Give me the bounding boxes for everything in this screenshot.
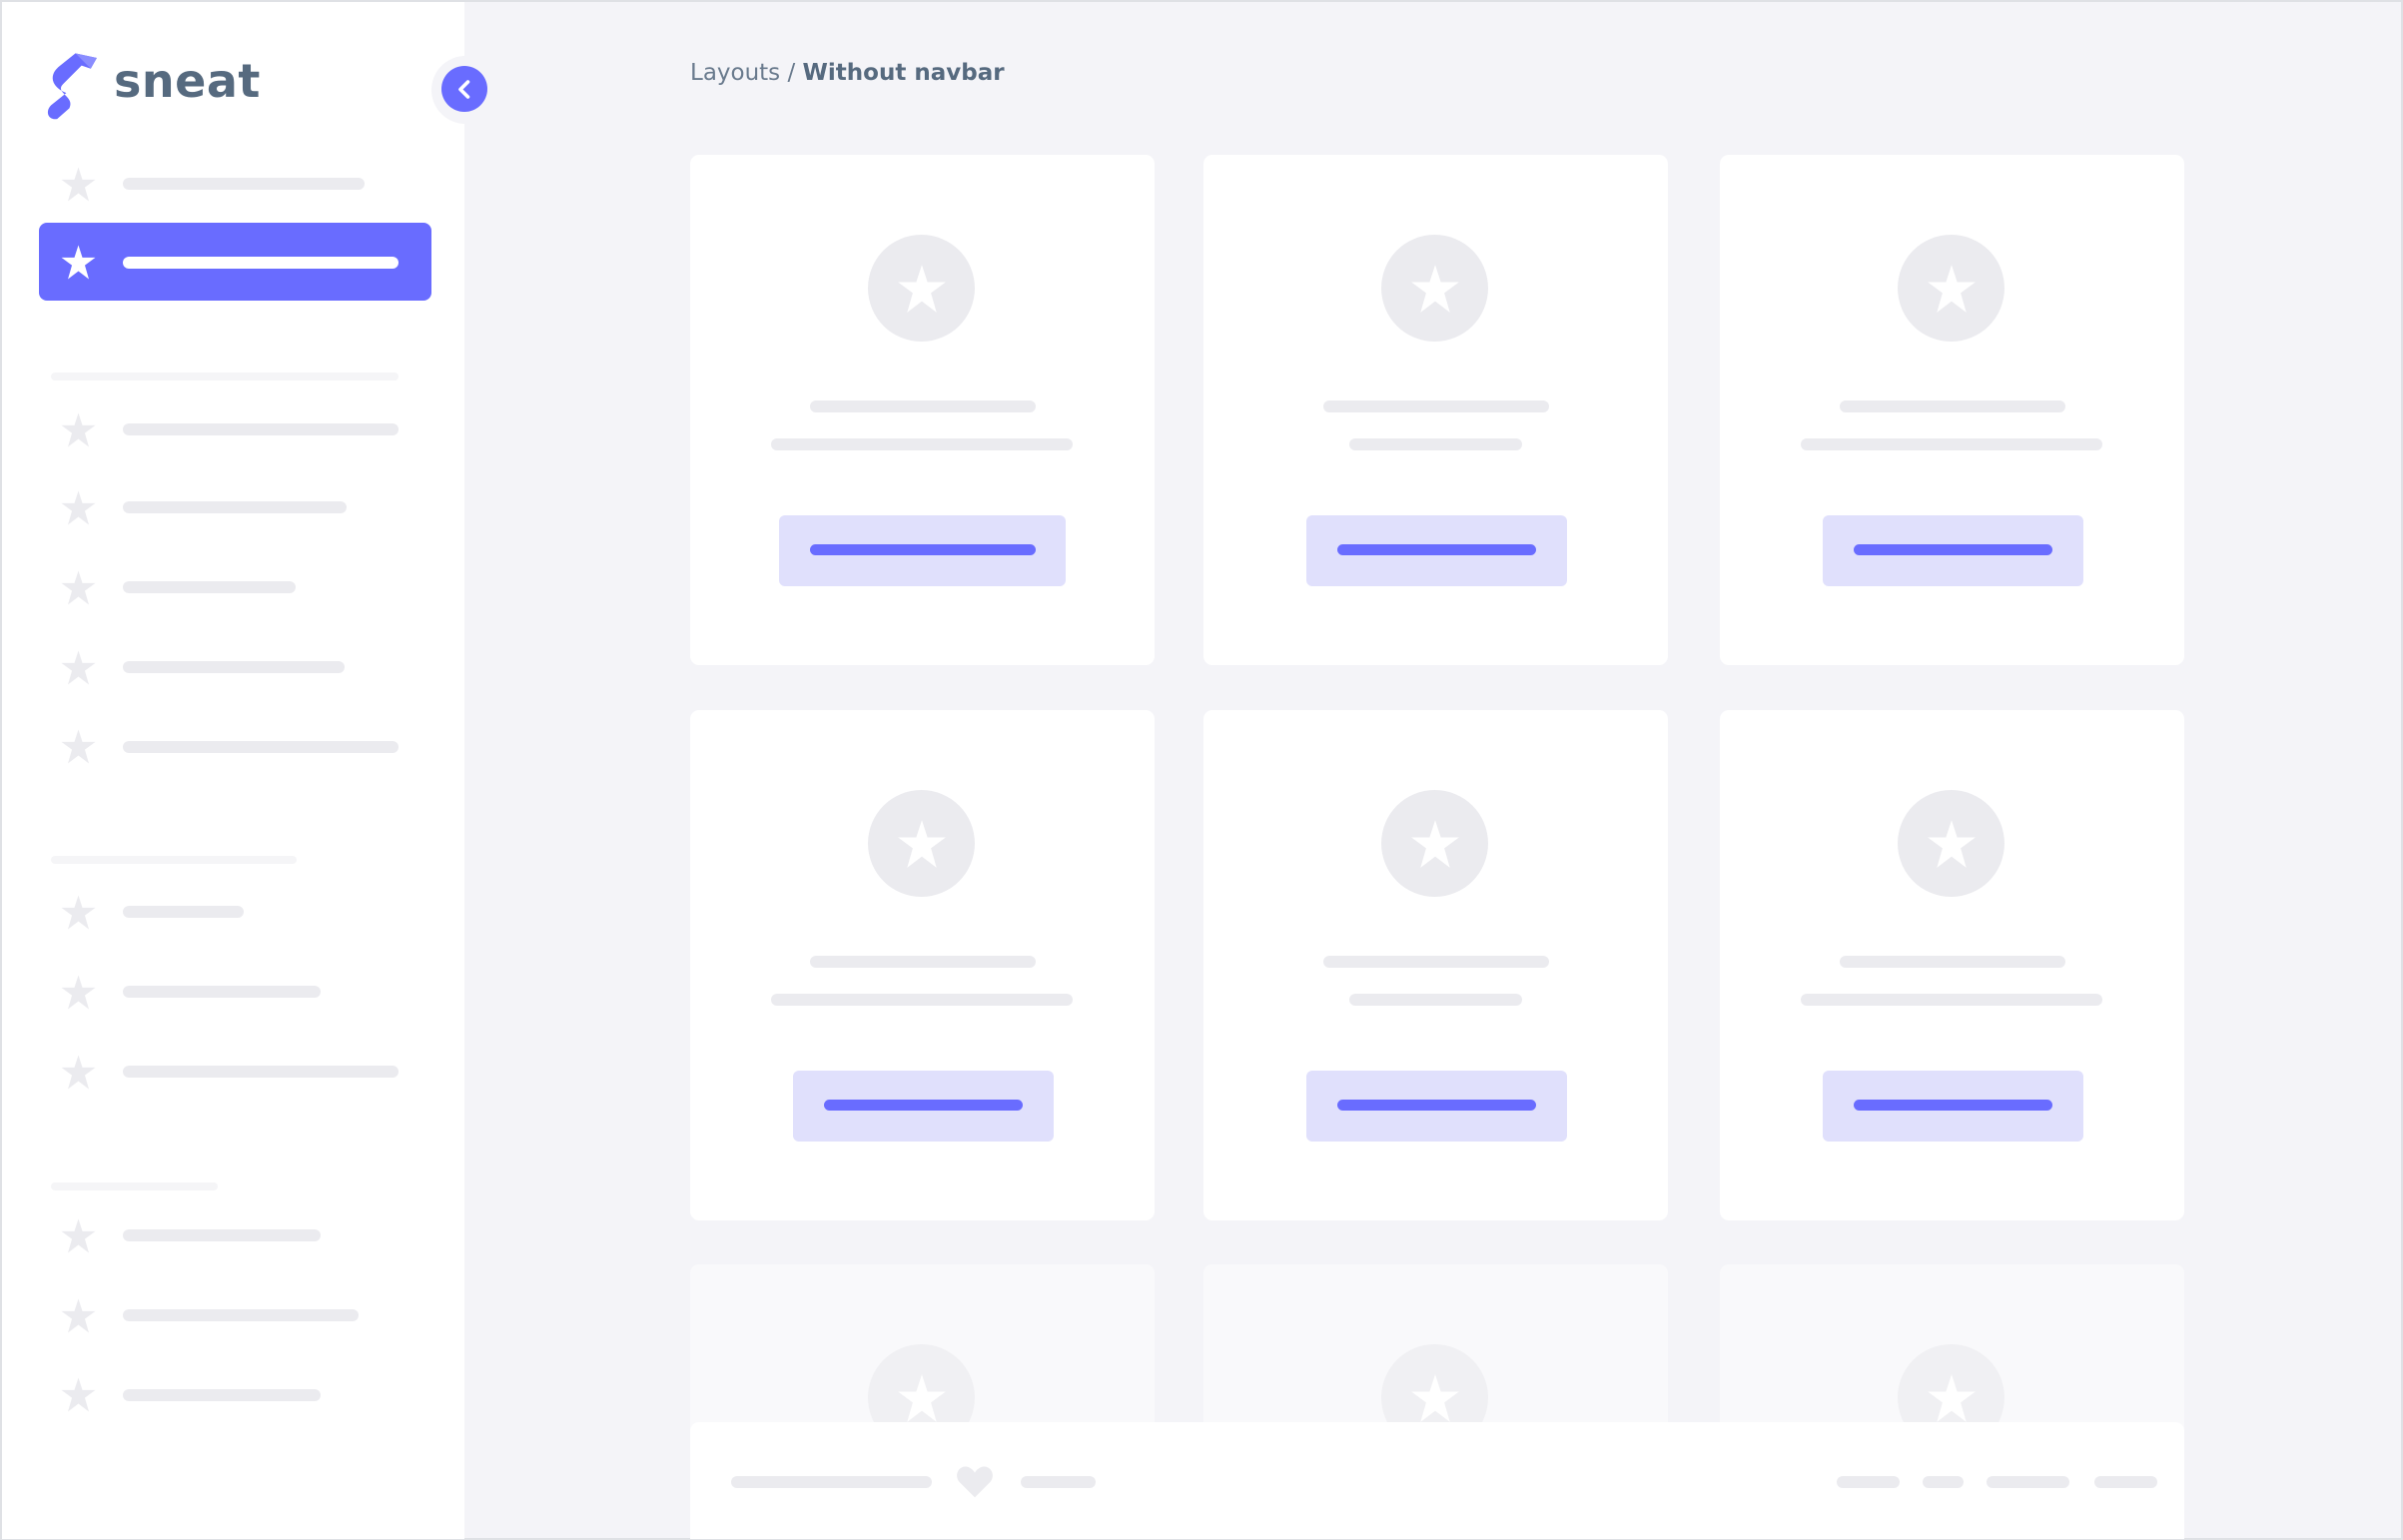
card-avatar	[1898, 790, 2004, 897]
star-icon	[897, 1373, 946, 1422]
star-icon	[1927, 264, 1976, 313]
menu-item-placeholder[interactable]	[123, 581, 296, 593]
card	[1720, 710, 2184, 1220]
star-icon	[897, 819, 946, 868]
heart-icon	[957, 1466, 993, 1498]
star-icon	[897, 264, 946, 313]
menu-item-label-placeholder	[123, 257, 399, 269]
card-avatar	[868, 235, 975, 342]
card	[1203, 155, 1668, 665]
card-title-placeholder	[1840, 400, 2065, 412]
breadcrumb-separator: /	[787, 60, 796, 86]
breadcrumb-current: Without navbar	[802, 60, 1005, 86]
menu-item-placeholder[interactable]	[123, 906, 244, 918]
star-icon	[61, 1218, 96, 1253]
star-icon	[1410, 264, 1459, 313]
card-text-placeholder	[771, 994, 1073, 1006]
card-text-placeholder	[1349, 438, 1522, 450]
brand-name: sneat	[114, 54, 261, 108]
breadcrumb-parent[interactable]: Layouts	[690, 60, 781, 86]
menu-item-placeholder[interactable]	[123, 1066, 399, 1078]
star-icon	[1927, 819, 1976, 868]
card-button-label-placeholder	[1337, 544, 1536, 555]
card-button[interactable]	[1823, 515, 2083, 586]
chevron-left-icon	[457, 79, 469, 99]
card	[690, 710, 1155, 1220]
card-avatar	[1898, 235, 2004, 342]
section-header-placeholder	[51, 1182, 218, 1190]
card-title-placeholder	[1323, 956, 1549, 968]
card	[1720, 155, 2184, 665]
card-avatar	[1381, 235, 1488, 342]
card-text-placeholder	[1801, 994, 2102, 1006]
card-avatar	[1381, 790, 1488, 897]
star-icon	[61, 1055, 96, 1090]
menu-item-placeholder[interactable]	[123, 986, 321, 998]
card-button-label-placeholder	[810, 544, 1036, 555]
card	[1203, 710, 1668, 1220]
menu-item-placeholder[interactable]	[123, 1229, 321, 1241]
star-icon	[1410, 819, 1459, 868]
star-icon	[61, 1298, 96, 1333]
star-icon	[61, 412, 96, 447]
star-icon	[61, 167, 96, 202]
menu-item-placeholder[interactable]	[123, 1309, 359, 1321]
star-icon	[61, 1377, 96, 1412]
card-text-placeholder	[1801, 438, 2102, 450]
footer-link-placeholder[interactable]	[1987, 1476, 2069, 1488]
star-icon	[61, 650, 96, 685]
section-header-placeholder	[51, 856, 297, 864]
card-button-label-placeholder	[824, 1100, 1023, 1111]
sidebar: sneat	[2, 2, 464, 1539]
star-icon	[1927, 1373, 1976, 1422]
star-icon	[61, 975, 96, 1010]
card-text-placeholder	[771, 438, 1073, 450]
section-header-placeholder	[51, 373, 399, 381]
menu-item-placeholder[interactable]	[123, 1389, 321, 1401]
footer-text-placeholder	[731, 1476, 932, 1488]
star-icon	[61, 895, 96, 930]
card-button-label-placeholder	[1854, 1100, 2052, 1111]
card-title-placeholder	[810, 956, 1036, 968]
card-title-placeholder	[1840, 956, 2065, 968]
footer-link-placeholder[interactable]	[1021, 1476, 1096, 1488]
card-button-label-placeholder	[1337, 1100, 1536, 1111]
menu-item-placeholder[interactable]	[123, 423, 399, 435]
card-avatar	[868, 790, 975, 897]
menu-item-placeholder[interactable]	[123, 661, 345, 673]
star-icon	[1410, 1373, 1459, 1422]
card-text-placeholder	[1349, 994, 1522, 1006]
footer-link-placeholder[interactable]	[1923, 1476, 1964, 1488]
card-button[interactable]	[1306, 1071, 1567, 1142]
sneat-logo-icon	[47, 53, 97, 120]
card-button-label-placeholder	[1854, 544, 2052, 555]
card-button[interactable]	[793, 1071, 1054, 1142]
menu-item-active[interactable]	[39, 223, 431, 301]
card-button[interactable]	[779, 515, 1066, 586]
footer-link-placeholder[interactable]	[1837, 1476, 1900, 1488]
menu-item-placeholder[interactable]	[123, 178, 365, 190]
star-icon	[61, 245, 96, 280]
card-title-placeholder	[810, 400, 1036, 412]
menu-item-placeholder[interactable]	[123, 501, 347, 513]
menu-item-placeholder[interactable]	[123, 741, 399, 753]
sidebar-toggle-button[interactable]	[441, 66, 487, 112]
footer	[690, 1422, 2184, 1539]
card-button[interactable]	[1823, 1071, 2083, 1142]
breadcrumb: Layouts / Without navbar	[690, 60, 1005, 88]
card-title-placeholder	[1323, 400, 1549, 412]
card-button[interactable]	[1306, 515, 1567, 586]
star-icon	[61, 729, 96, 764]
card	[690, 155, 1155, 665]
star-icon	[61, 490, 96, 525]
footer-link-placeholder[interactable]	[2094, 1476, 2157, 1488]
star-icon	[61, 570, 96, 605]
